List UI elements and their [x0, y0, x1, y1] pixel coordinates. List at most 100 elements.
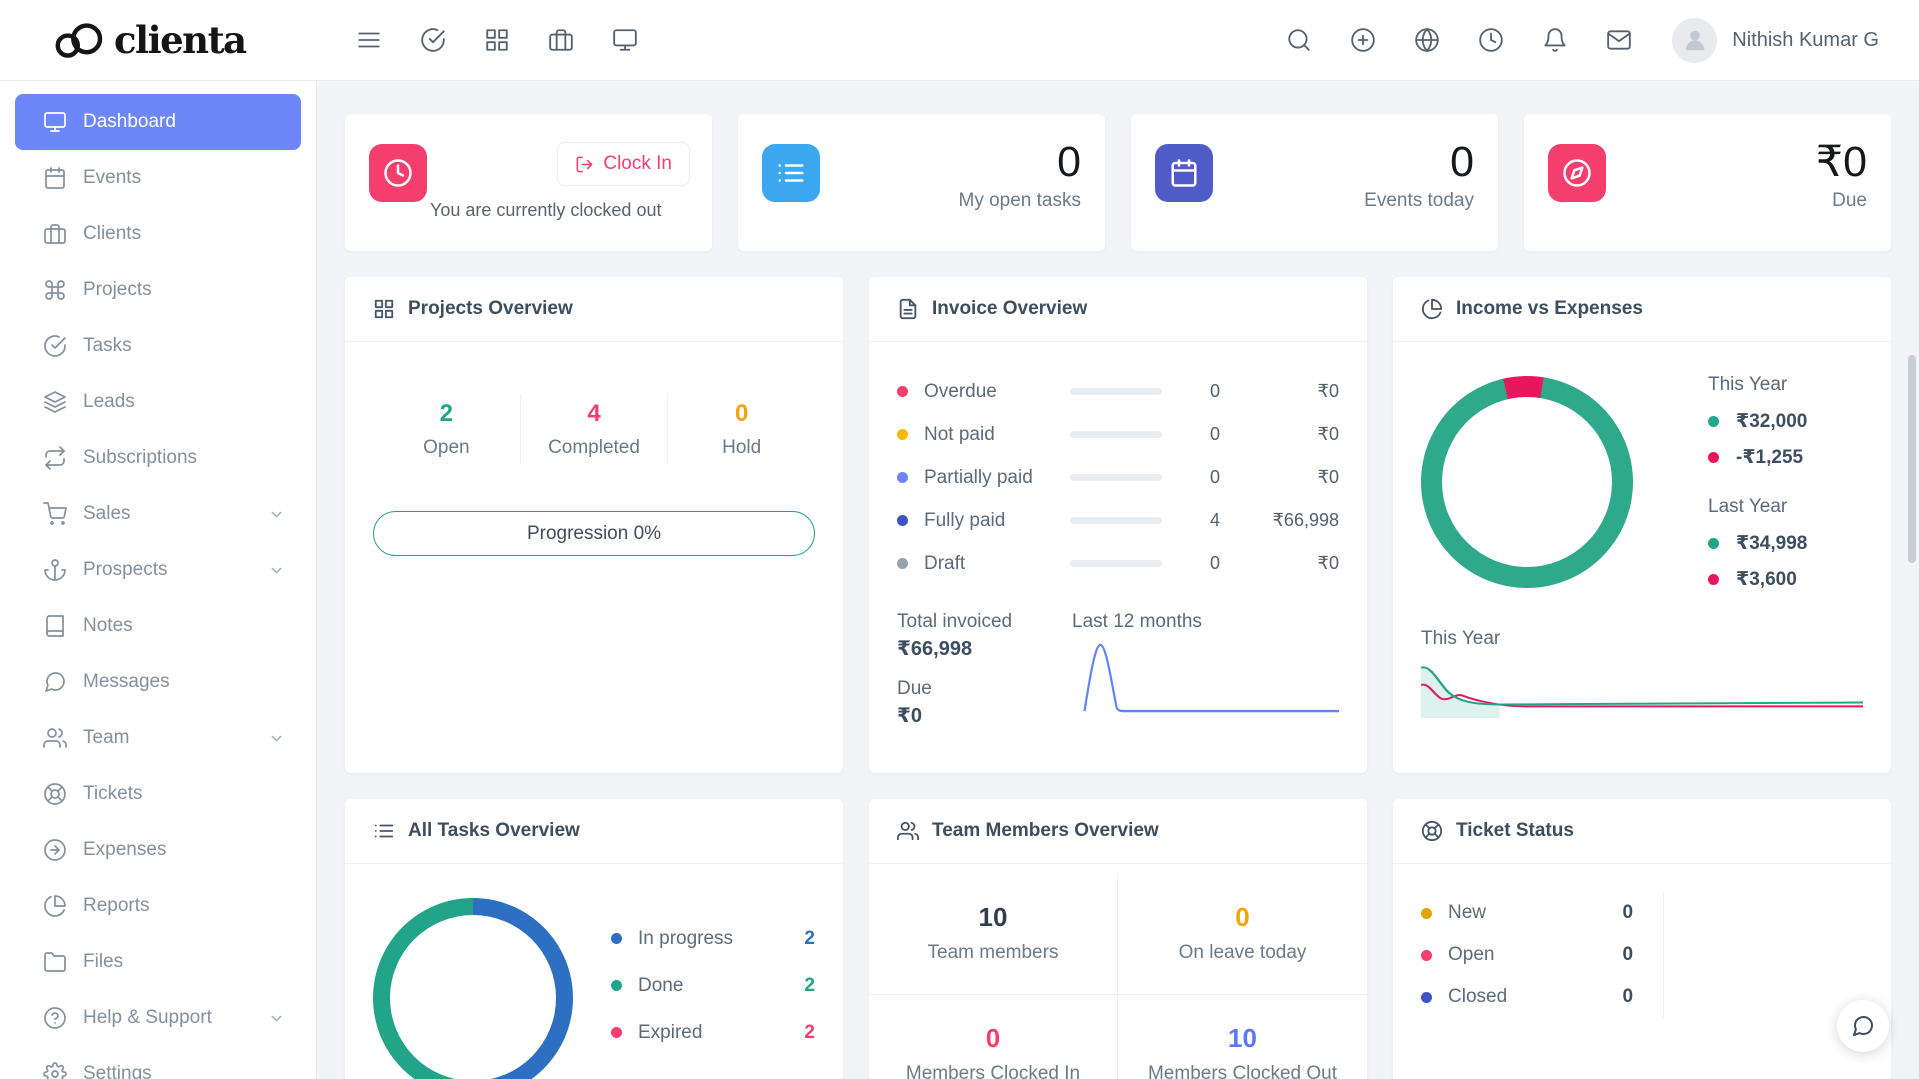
legend-item-new: New 0	[1421, 892, 1633, 934]
projects-open-stat: 2 Open	[423, 400, 470, 458]
total-invoiced-value: ₹66,998	[897, 638, 973, 660]
user-menu[interactable]: Nithish Kumar G	[1672, 17, 1879, 63]
legend-item-done: Done 2	[611, 975, 815, 997]
team-overview-title: Team Members Overview	[932, 820, 1159, 841]
open-tasks-label: My open tasks	[958, 190, 1082, 212]
help-circle-icon	[43, 1006, 67, 1030]
team-members-stat: 10 Team members	[869, 874, 1118, 995]
check-circle-icon[interactable]	[420, 27, 446, 53]
avatar	[1672, 17, 1718, 63]
sidebar-item-team[interactable]: Team	[15, 710, 301, 766]
monitor-icon[interactable]	[612, 27, 638, 53]
search-icon[interactable]	[1286, 27, 1312, 53]
progress-track	[1070, 431, 1162, 438]
projects-completed-stat: 4 Completed	[519, 394, 668, 465]
briefcase-icon[interactable]	[548, 27, 574, 53]
clock-icon[interactable]	[1478, 27, 1504, 53]
folder-icon	[43, 950, 67, 974]
users-icon	[43, 726, 67, 750]
grid-icon[interactable]	[484, 27, 510, 53]
status-dot	[897, 386, 908, 397]
trend-label: This Year	[1421, 628, 1501, 649]
sidebar-item-notes[interactable]: Notes	[15, 598, 301, 654]
sidebar-item-projects[interactable]: Projects	[15, 262, 301, 318]
sidebar-item-files[interactable]: Files	[15, 934, 301, 990]
sidebar-item-expenses[interactable]: Expenses	[15, 822, 301, 878]
briefcase-icon	[43, 222, 67, 246]
menu-icon[interactable]	[356, 27, 382, 53]
status-dot	[897, 558, 908, 569]
invoice-row-partially-paid: Partially paid 0 ₹0	[897, 456, 1339, 499]
clocked-in-stat: 0 Members Clocked In	[869, 995, 1118, 1079]
due-label: Due	[1832, 190, 1867, 212]
status-dot	[1421, 949, 1432, 961]
projects-hold-stat: 0 Hold	[667, 394, 815, 465]
expense-dot	[1708, 452, 1719, 463]
pie-chart-icon	[43, 894, 67, 918]
anchor-icon	[43, 558, 67, 582]
status-dot	[1421, 991, 1432, 1003]
status-dot	[897, 429, 908, 440]
invoice-row-fully-paid: Fully paid 4 ₹66,998	[897, 499, 1339, 542]
income-expenses-card: Income vs Expenses This Year ₹32,000 -₹1…	[1393, 277, 1891, 773]
progression-button[interactable]: Progression 0%	[373, 511, 815, 556]
sidebar-item-tasks[interactable]: Tasks	[15, 318, 301, 374]
message-circle-icon	[43, 670, 67, 694]
status-dot	[897, 515, 908, 526]
status-dot	[897, 472, 908, 483]
life-buoy-icon	[1421, 820, 1443, 842]
sidebar-item-tickets[interactable]: Tickets	[15, 766, 301, 822]
status-dot	[1421, 907, 1432, 919]
sidebar-item-dashboard[interactable]: Dashboard	[15, 94, 301, 150]
tasks-overview-card: All Tasks Overview In progress 2 Done	[345, 799, 843, 1079]
progress-track	[1070, 560, 1162, 567]
bell-icon[interactable]	[1542, 27, 1568, 53]
mail-icon[interactable]	[1606, 27, 1632, 53]
brand-logo[interactable]: clienta	[52, 18, 318, 62]
income-expenses-title: Income vs Expenses	[1456, 298, 1643, 319]
tasks-overview-title: All Tasks Overview	[408, 820, 580, 841]
last-12-months-line-chart	[1083, 643, 1339, 713]
due-amount: ₹0	[1815, 138, 1867, 186]
sidebar-item-help-support[interactable]: Help & Support	[15, 990, 301, 1046]
grid-icon	[373, 298, 395, 320]
calendar-icon	[1155, 144, 1213, 202]
scrollbar-thumb[interactable]	[1908, 355, 1916, 563]
legend-item-expired: Expired 2	[611, 1022, 815, 1044]
sidebar-item-messages[interactable]: Messages	[15, 654, 301, 710]
check-circle-icon	[43, 334, 67, 358]
sidebar-item-settings[interactable]: Settings	[15, 1046, 301, 1079]
sidebar-item-clients[interactable]: Clients	[15, 206, 301, 262]
team-stats-grid: 10 Team members 0 On leave today 0 Membe…	[869, 874, 1367, 1079]
gear-icon	[43, 1062, 67, 1079]
sidebar-item-reports[interactable]: Reports	[15, 878, 301, 934]
command-icon	[43, 278, 67, 302]
clock-in-button[interactable]: Clock In	[557, 142, 690, 186]
income-dot	[1708, 416, 1719, 427]
status-dot	[611, 1027, 622, 1038]
progress-track	[1070, 517, 1162, 524]
sidebar-item-leads[interactable]: Leads	[15, 374, 301, 430]
sidebar-item-events[interactable]: Events	[15, 150, 301, 206]
book-icon	[43, 614, 67, 638]
sidebar-item-subscriptions[interactable]: Subscriptions	[15, 430, 301, 486]
legend-item-closed: Closed 0	[1421, 976, 1633, 1018]
sidebar-item-prospects[interactable]: Prospects	[15, 542, 301, 598]
plus-circle-icon[interactable]	[1350, 27, 1376, 53]
tasks-donut-chart	[373, 898, 573, 1079]
sidebar-item-sales[interactable]: Sales	[15, 486, 301, 542]
income-dot	[1708, 538, 1719, 549]
on-leave-stat: 0 On leave today	[1118, 874, 1367, 995]
globe-icon[interactable]	[1414, 27, 1440, 53]
projects-overview-title: Projects Overview	[408, 298, 573, 319]
clock-icon	[369, 144, 427, 202]
invoice-row-draft: Draft 0 ₹0	[897, 542, 1339, 585]
main-content: Clock In You are currently clocked out 0…	[317, 81, 1919, 1079]
arrow-right-circle-icon	[43, 838, 67, 862]
open-tasks-count: 0	[1057, 138, 1081, 186]
team-overview-card: Team Members Overview 10 Team members 0 …	[869, 799, 1367, 1079]
chat-button[interactable]	[1837, 1000, 1889, 1052]
legend-item-in-progress: In progress 2	[611, 928, 815, 950]
list-icon	[373, 820, 395, 842]
shopping-cart-icon	[43, 502, 67, 526]
